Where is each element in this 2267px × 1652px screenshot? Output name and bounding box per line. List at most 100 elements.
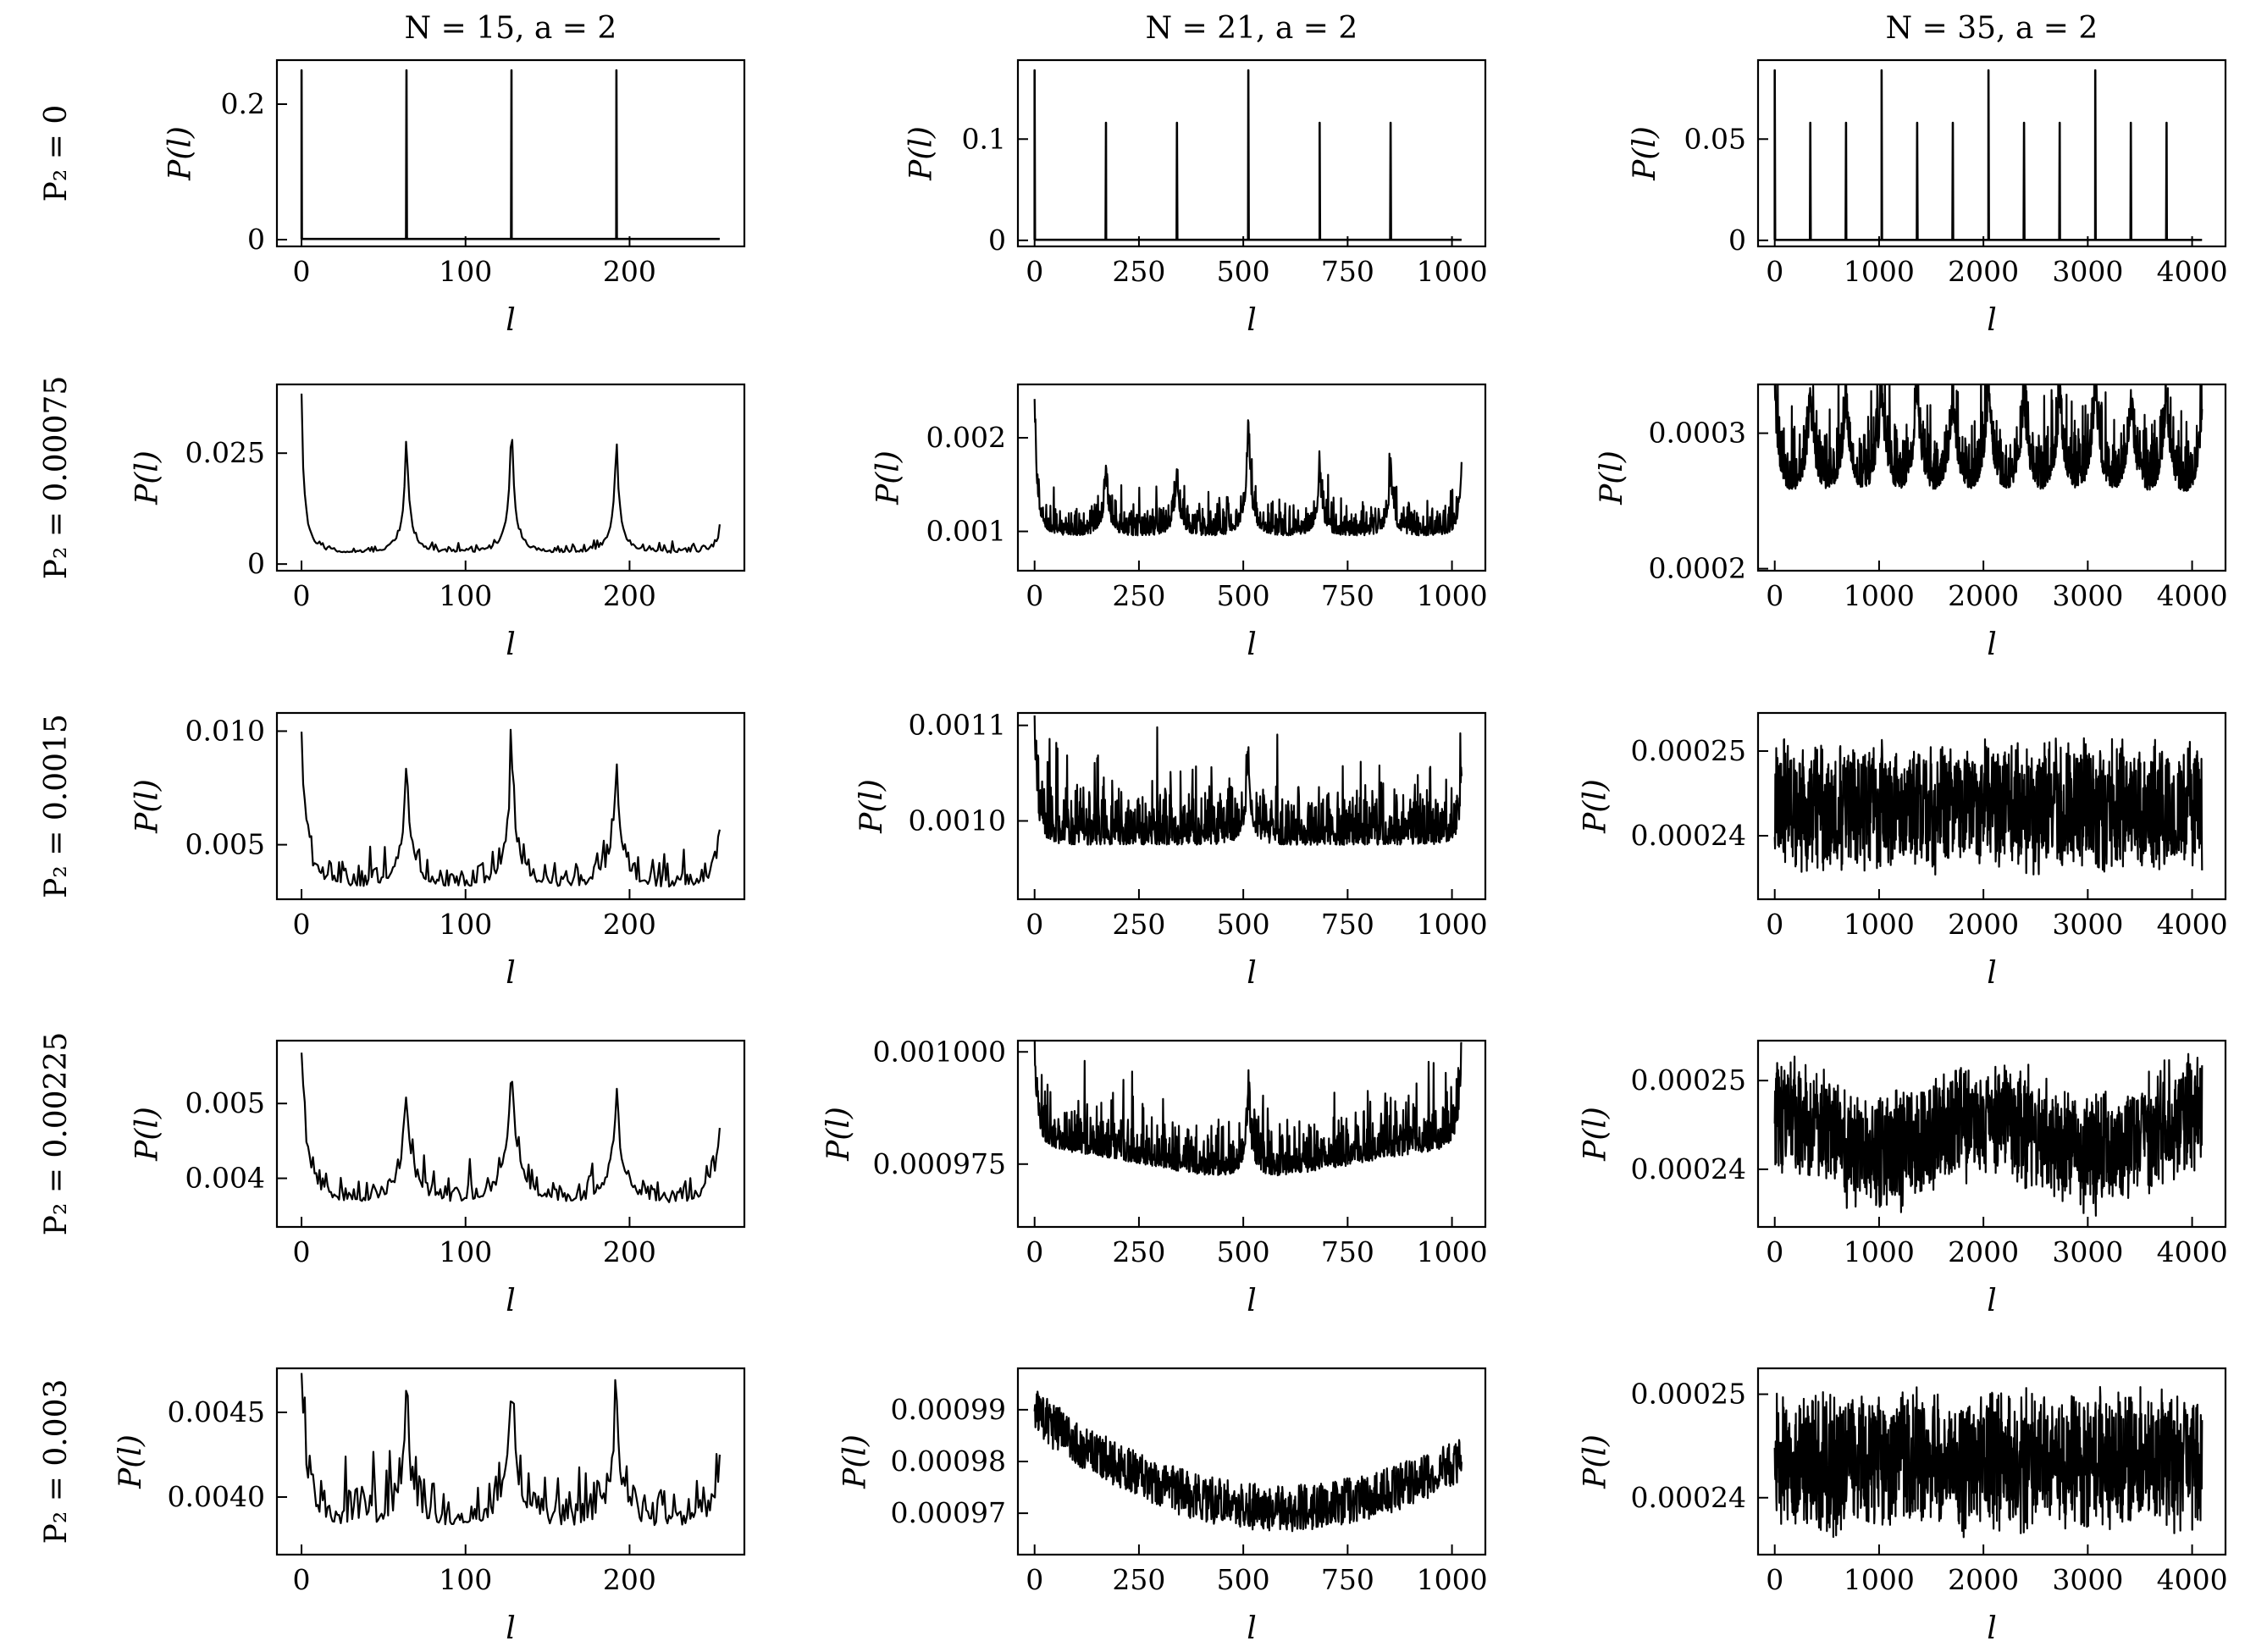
y-axis-label: P(l): [113, 1434, 148, 1489]
x-tick-label: 100: [439, 1563, 492, 1596]
y-tick-label: 0.0045: [168, 1395, 265, 1428]
row-title: P₂ = 0: [39, 105, 74, 202]
x-tick-label: 200: [603, 1235, 656, 1268]
x-tick-label: 500: [1217, 1235, 1270, 1268]
plot-frame: [275, 711, 746, 901]
series-line: [300, 69, 720, 240]
subplot-r0-c1: 0 250 500 750 1000 0 0.1 l P(l): [904, 58, 1488, 338]
x-tick-label: 500: [1217, 1563, 1270, 1596]
x-tick-label: 100: [439, 1235, 492, 1268]
x-tick-label: 3000: [2052, 255, 2123, 288]
subplot-r0-c2: 0 1000 2000 3000 4000 0 0.05 l P(l): [1628, 58, 2228, 338]
x-tick-label: 1000: [1844, 1563, 1915, 1596]
x-tick-label: 0: [1766, 579, 1783, 612]
y-tick-label: 0.005: [185, 1086, 265, 1119]
y-tick-label: 0.0011: [909, 709, 1006, 742]
x-tick-label: 200: [603, 1563, 656, 1596]
x-tick-label: 250: [1112, 908, 1165, 941]
y-tick-label: 0.1: [962, 122, 1006, 155]
y-axis-label: P(l): [1628, 126, 1662, 181]
x-tick-label: 0: [1766, 1235, 1783, 1268]
x-tick-label: 0: [1026, 579, 1043, 612]
series-line: [1033, 1390, 1462, 1533]
plot-frame: [1016, 383, 1487, 572]
series-line: [1773, 1053, 2203, 1217]
x-tick-label: 100: [439, 255, 492, 288]
series-line: [1033, 715, 1462, 846]
plot-frame: [275, 383, 746, 572]
x-tick-label: 250: [1112, 579, 1165, 612]
y-axis-label: P(l): [1579, 779, 1613, 834]
series-line: [301, 1053, 721, 1203]
x-tick-label: 3000: [2052, 1235, 2123, 1268]
x-tick-label: 4000: [2157, 1235, 2228, 1268]
x-tick-label: 500: [1217, 579, 1270, 612]
x-tick-label: 0: [1026, 1235, 1043, 1268]
y-tick-label: 0.002: [926, 421, 1006, 454]
subplot-r3-c0: 0 100 200 0.004 0.005 l P(l): [130, 1039, 746, 1318]
plot-frame: [275, 1039, 746, 1229]
row-title: P₂ = 0.003: [39, 1379, 74, 1544]
x-axis-label: l: [1247, 956, 1257, 991]
subplot-r3-c1: 0 250 500 750 1000 0.000975 0.001000 l P(l): [821, 1035, 1488, 1318]
y-axis-label: P(l): [1595, 450, 1629, 506]
y-axis-label: P(l): [871, 450, 906, 506]
y-tick-label: 0.00098: [891, 1445, 1006, 1478]
x-tick-label: 1000: [1417, 908, 1488, 941]
y-tick-label: 0.001000: [873, 1035, 1006, 1068]
x-tick-label: 0: [1026, 908, 1043, 941]
x-tick-label: 750: [1321, 908, 1374, 941]
plot-frame: [1756, 383, 2227, 572]
x-tick-label: 0: [1766, 1563, 1783, 1596]
x-tick-label: 3000: [2052, 579, 2123, 612]
series-line: [1773, 737, 2203, 876]
x-axis-label: l: [1987, 1611, 1997, 1646]
x-axis-label: l: [506, 1611, 516, 1646]
plot-frame: [1016, 1039, 1487, 1229]
subplot-r2-c0: 0 100 200 0.005 0.010 l P(l): [130, 711, 746, 991]
y-axis-label: P(l): [163, 126, 198, 181]
y-tick-label: 0.05: [1684, 122, 1746, 155]
x-tick-label: 0: [293, 908, 311, 941]
y-tick-label: 0.00024: [1631, 1481, 1746, 1514]
x-tick-label: 4000: [2157, 908, 2228, 941]
plot-frame: [1756, 1039, 2227, 1229]
plot-frame: [275, 58, 746, 248]
x-tick-label: 750: [1321, 255, 1374, 288]
x-tick-label: 250: [1112, 1563, 1165, 1596]
series-line: [1773, 1385, 2203, 1539]
column-title: N = 15, a = 2: [405, 11, 617, 46]
x-tick-label: 2000: [1948, 255, 2019, 288]
y-tick-label: 0: [247, 223, 265, 256]
x-axis-label: l: [1247, 627, 1257, 662]
y-axis-label: P(l): [821, 1107, 856, 1162]
x-axis-label: l: [1247, 1284, 1257, 1318]
x-tick-label: 0: [1766, 255, 1783, 288]
y-tick-label: 0.0003: [1649, 417, 1746, 450]
x-tick-label: 100: [439, 579, 492, 612]
x-tick-label: 200: [603, 255, 656, 288]
series-line: [301, 393, 721, 554]
plot-frame: [1756, 58, 2227, 248]
x-axis-label: l: [506, 303, 516, 338]
x-tick-label: 250: [1112, 255, 1165, 288]
subplot-r4-c2: 0 1000 2000 3000 4000 0.00024 0.00025 l P(l): [1579, 1367, 2228, 1646]
subplot-r3-c2: 0 1000 2000 3000 4000 0.00024 0.00025 l P(l): [1579, 1039, 2228, 1318]
x-axis-label: l: [1987, 956, 1997, 991]
x-axis-label: l: [1247, 1611, 1257, 1646]
x-tick-label: 0: [1766, 908, 1783, 941]
x-axis-label: l: [506, 956, 516, 991]
y-tick-label: 0.00025: [1631, 1378, 1746, 1411]
x-tick-label: 0: [293, 1235, 311, 1268]
y-axis-label: P(l): [838, 1434, 873, 1489]
x-tick-label: 750: [1321, 579, 1374, 612]
x-axis-label: l: [1987, 627, 1997, 662]
y-tick-label: 0.00025: [1631, 1064, 1746, 1097]
y-tick-label: 0: [988, 224, 1006, 257]
y-axis-label: P(l): [1579, 1107, 1613, 1162]
x-tick-label: 4000: [2157, 255, 2228, 288]
subplot-r2-c1: 0 250 500 750 1000 0.0010 0.0011 l P(l): [854, 709, 1488, 991]
subplot-r1-c2: 0 1000 2000 3000 4000 0.0002 0.0003 l P(l): [1595, 383, 2228, 662]
plot-frame: [1016, 58, 1487, 248]
